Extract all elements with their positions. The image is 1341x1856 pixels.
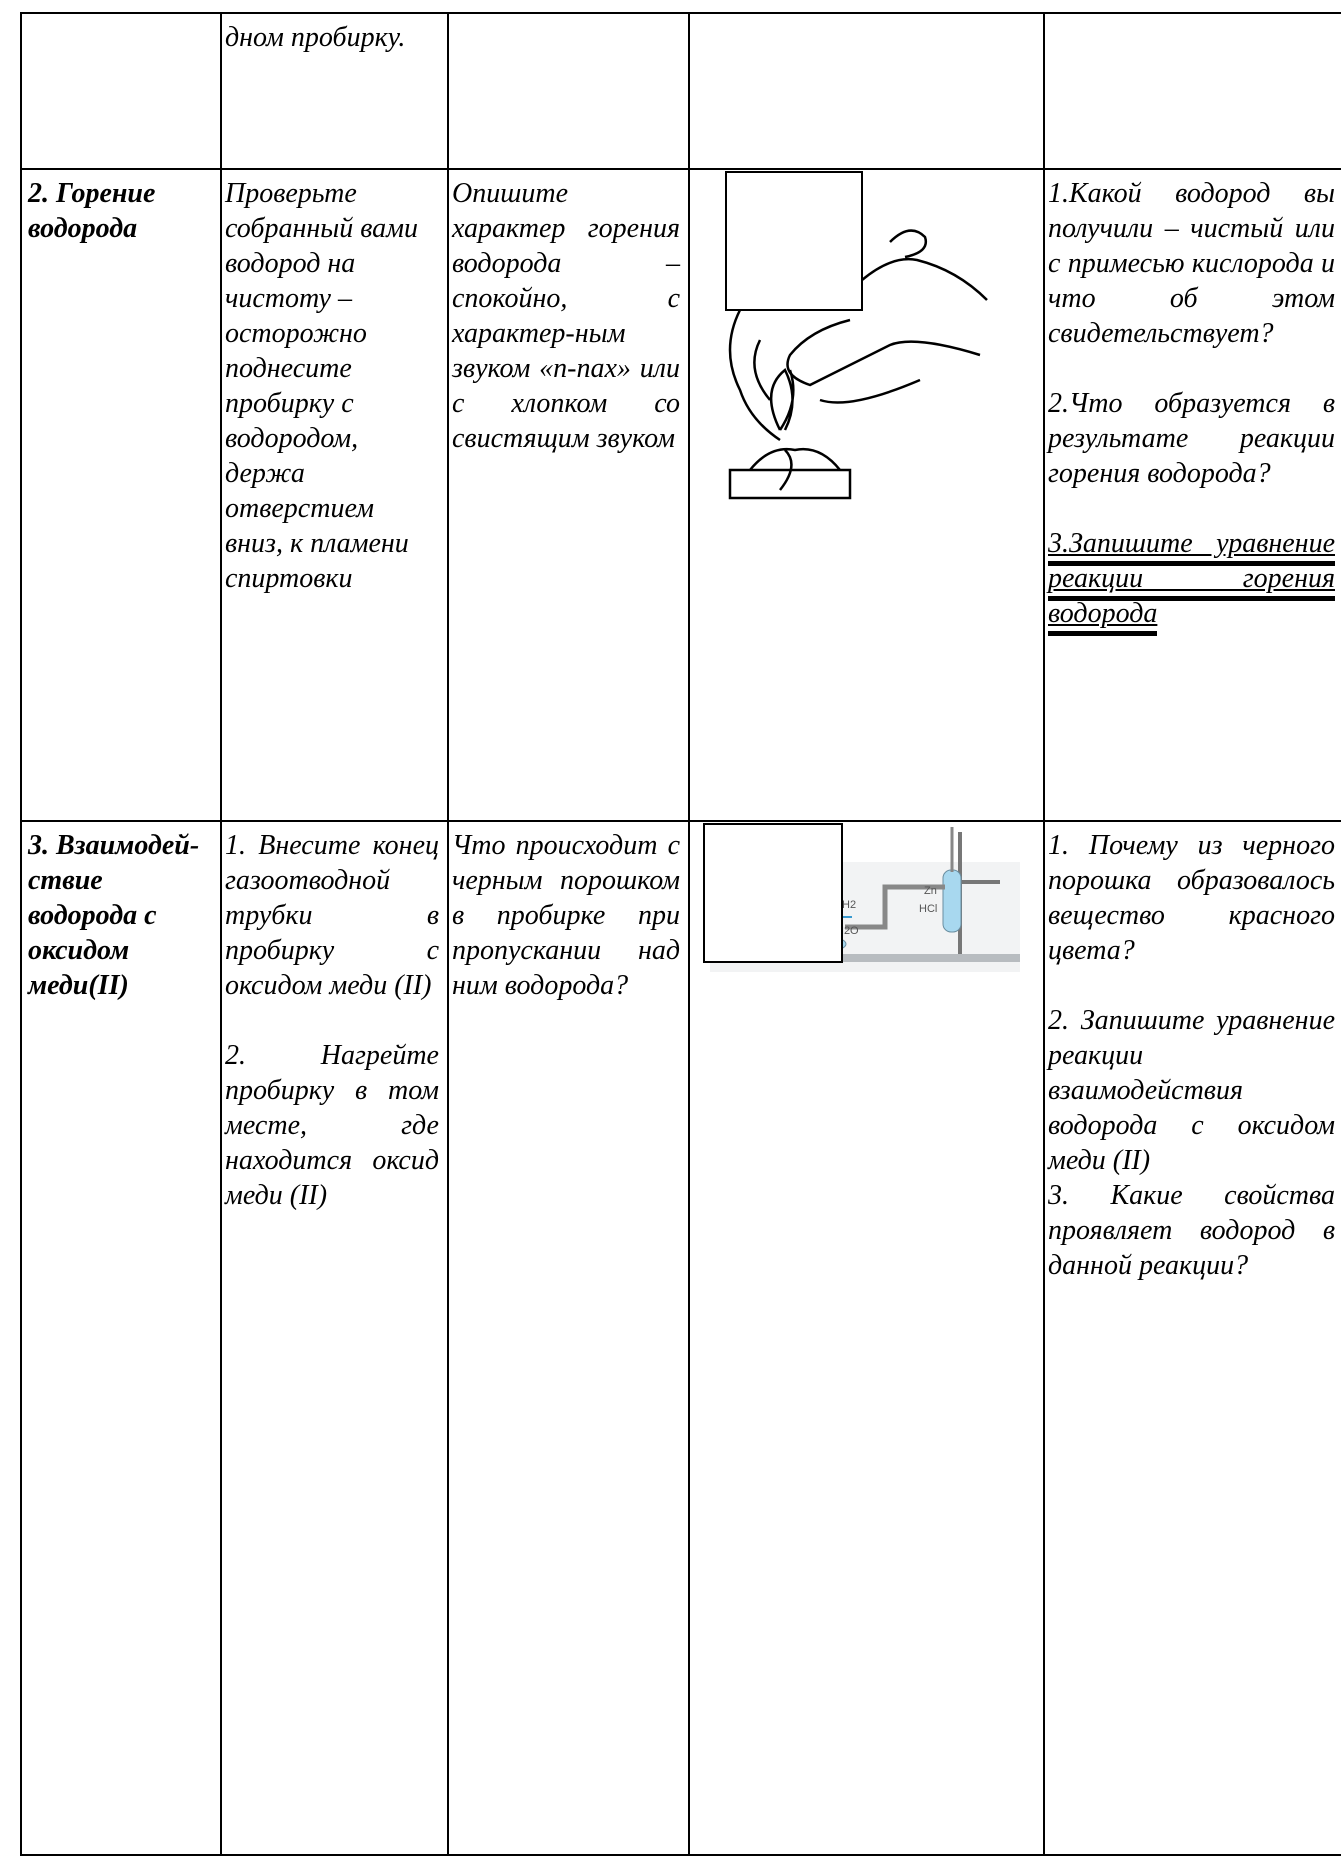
experiment-table: дном пробирку. 2. Горение водорода Прове… <box>20 12 1341 1856</box>
cell: H2 Zn HCl H2O <box>688 820 1045 1856</box>
table-row: 3. Взаимодей-ствие водорода с оксидом ме… <box>20 820 1341 1856</box>
cell: 3. Взаимодей-ствие водорода с оксидом ме… <box>20 820 222 1856</box>
cell: Проверьте собранный вами водород на чист… <box>220 168 449 822</box>
table-row: дном пробирку. <box>20 12 1341 170</box>
procedure-text: Проверьте собранный вами водород на чист… <box>225 178 419 594</box>
cell <box>20 12 222 170</box>
cell: Опишите характер горения водорода – спок… <box>447 168 690 822</box>
cell: дном пробирку. <box>220 12 449 170</box>
figure-label: H2 <box>842 899 856 911</box>
cell <box>688 168 1045 822</box>
figure-label: HCl <box>919 903 937 915</box>
question-text: 1. Почему из черного порошка образовалос… <box>1048 830 1335 966</box>
procedure-text: 1. Внесите конец газоотводной трубки в п… <box>225 830 439 1001</box>
question-text: 3. Какие свойства проявляет водород в да… <box>1048 1180 1335 1281</box>
apparatus-figure: H2 Zn HCl H2O <box>703 823 1020 972</box>
cell: 1.Какой водород вы получили – чистый или… <box>1043 168 1341 822</box>
burner-figure <box>725 171 988 500</box>
question-text: 1.Какой водород вы получили – чистый или… <box>1048 178 1335 349</box>
cell <box>447 12 690 170</box>
question-text: 3.Запишите уравнение реакции горения вод… <box>1048 528 1335 636</box>
cell: 1. Почему из черного порошка образовалос… <box>1043 820 1341 1856</box>
cell: 1. Внесите конец газоотводной трубки в п… <box>220 820 449 1856</box>
cell: Что происходит с черным порошком в проби… <box>447 820 690 1856</box>
question-text: 2.Что образуется в результате реакции го… <box>1048 388 1335 489</box>
table-row: 2. Горение водорода Проверьте собранный … <box>20 168 1341 822</box>
question-text: 3.Запишите уравнение реакции горения вод… <box>1048 526 1335 636</box>
cell: 2. Горение водорода <box>20 168 222 822</box>
cell <box>1043 12 1341 170</box>
observation-text: Опишите характер горения водорода – спок… <box>452 178 680 454</box>
experiment-name: 3. Взаимодей-ствие водорода с оксидом ме… <box>28 830 200 1001</box>
experiment-name: 2. Горение водорода <box>28 178 156 244</box>
figure-label: Zn <box>924 885 937 897</box>
procedure-text: 2. Нагрейте пробирку в том месте, где на… <box>225 1040 439 1211</box>
cell <box>688 12 1045 170</box>
observation-text: Что происходит с черным порошком в проби… <box>452 830 680 1001</box>
question-text: 2. Запишите уравнение реакции взаимодейс… <box>1048 1005 1335 1176</box>
procedure-text: дном пробирку. <box>225 22 406 53</box>
